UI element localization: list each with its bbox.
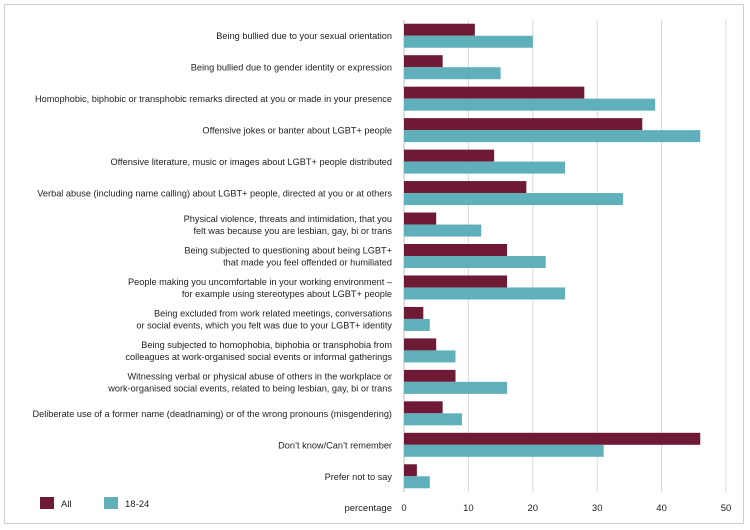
category-label: Don’t know/Can’t remember	[278, 440, 392, 450]
bar-all	[404, 464, 417, 477]
category-label: Offensive literature, music or images ab…	[111, 157, 392, 167]
bar-18-24	[404, 161, 565, 174]
x-axis: 0 10 20 30 40 50	[401, 503, 731, 514]
category-label: Offensive jokes or banter about LGBT+ pe…	[202, 126, 392, 136]
x-tick-label: 10	[463, 503, 474, 514]
bar-all	[404, 401, 443, 414]
category-label: for example using stereotypes about LGBT…	[182, 289, 392, 299]
x-tick-label: 50	[721, 503, 732, 514]
bar-all	[404, 369, 456, 382]
bar-18-24	[404, 350, 456, 363]
bar-all	[404, 23, 475, 36]
bar-18-24	[404, 381, 508, 394]
bar-18-24	[404, 444, 604, 457]
x-tick-label: 20	[528, 503, 539, 514]
chart-frame	[4, 4, 744, 524]
category-label: Witnessing verbal or physical abuse of o…	[127, 371, 392, 381]
category-labels: Being bullied due to your sexual orienta…	[32, 31, 392, 482]
bars	[404, 23, 701, 489]
legend-swatch-18-24	[104, 497, 118, 509]
bar-18-24	[404, 35, 533, 48]
legend-label-all: All	[61, 499, 72, 510]
x-axis-title: percentage	[344, 503, 392, 514]
bar-all	[404, 306, 424, 319]
bar-all	[404, 55, 443, 68]
bar-18-24	[404, 130, 701, 143]
category-label: colleagues at work-organised social even…	[125, 352, 392, 362]
x-tick-label: 40	[656, 503, 667, 514]
category-label: Physical violence, threats and intimidat…	[184, 214, 392, 224]
bar-18-24	[404, 193, 623, 206]
bar-18-24	[404, 287, 565, 300]
category-label: Deliberate use of a former name (deadnam…	[32, 409, 392, 419]
category-label: Being excluded from work related meeting…	[154, 308, 392, 318]
category-label: Verbal abuse (including name calling) ab…	[37, 189, 392, 199]
x-tick-label: 30	[592, 503, 603, 514]
legend: All 18-24	[40, 497, 149, 510]
category-label: People making you uncomfortable in your …	[128, 277, 393, 287]
bar-18-24	[404, 476, 430, 489]
x-tick-label: 0	[401, 503, 406, 514]
bar-all	[404, 149, 495, 162]
bar-all	[404, 338, 437, 351]
bar-18-24	[404, 67, 501, 80]
legend-swatch-all	[40, 497, 54, 509]
category-label: Being subjected to homophobia, biphobia …	[141, 340, 392, 350]
bar-all	[404, 275, 508, 288]
category-label: or social events, which you felt was due…	[136, 320, 392, 330]
category-label: Prefer not to say	[325, 472, 393, 482]
bar-18-24	[404, 318, 430, 331]
bar-all	[404, 118, 643, 131]
category-label: Homophobic, biphobic or transphobic rema…	[35, 94, 392, 104]
bar-18-24	[404, 224, 482, 237]
legend-label-18-24: 18-24	[125, 499, 149, 510]
bar-all	[404, 244, 508, 256]
bar-all	[404, 181, 527, 194]
bar-all	[404, 212, 437, 225]
category-label: Being bullied due to your sexual orienta…	[216, 31, 392, 41]
bar-all	[404, 86, 585, 99]
category-label: that made you feel offended or humiliate…	[223, 258, 392, 268]
bar-18-24	[404, 98, 656, 111]
category-label: Being bullied due to gender identity or …	[191, 63, 392, 73]
category-label: felt was because you are lesbian, gay, b…	[194, 226, 393, 236]
category-label: work-organised social events, related to…	[107, 383, 392, 393]
category-label: Being subjected to questioning about bei…	[184, 246, 392, 256]
bar-18-24	[404, 256, 546, 268]
bar-18-24	[404, 413, 462, 426]
bar-all	[404, 432, 701, 445]
